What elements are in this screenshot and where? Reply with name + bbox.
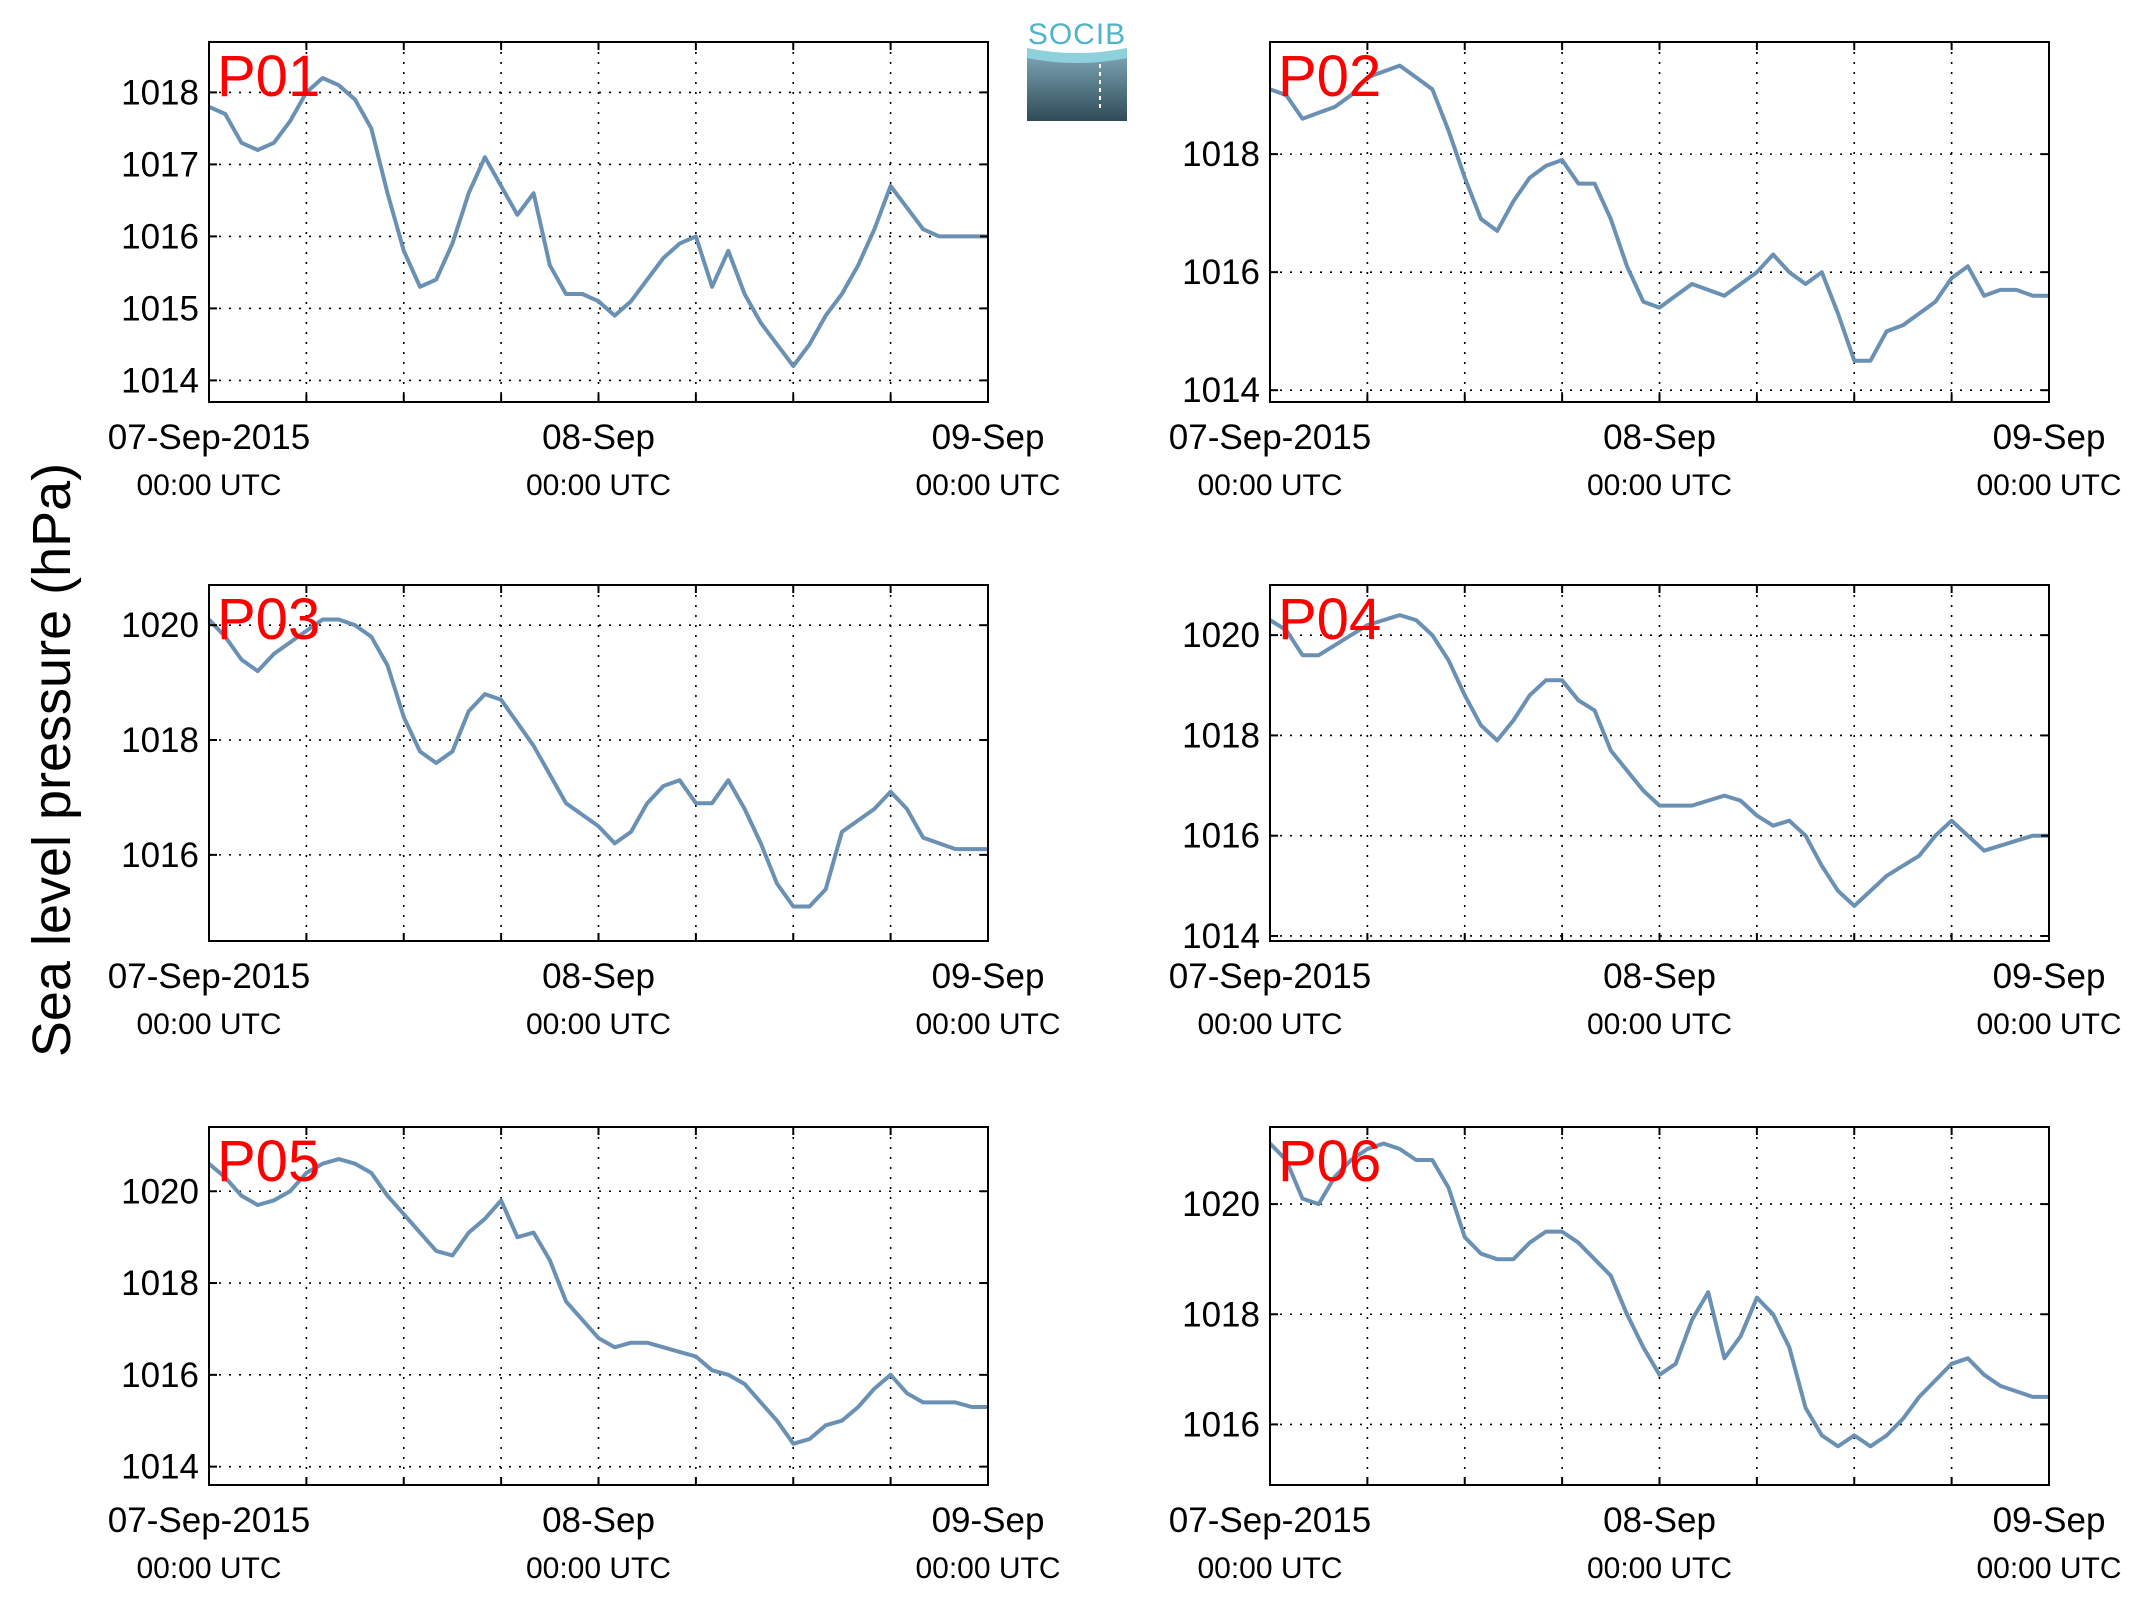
socib-logo: SOCIB — [1027, 18, 1127, 121]
y-tick-label: 1016 — [121, 217, 199, 256]
x-tick-label: 09-Sep — [1993, 1501, 2106, 1540]
series-line — [207, 617, 988, 909]
logo-wave — [1027, 48, 1127, 63]
x-tick-sublabel: 00:00 UTC — [915, 1552, 1060, 1585]
y-tick-label: 1016 — [121, 836, 199, 875]
x-tick-label: 09-Sep — [1993, 418, 2106, 457]
x-tick-label: 08-Sep — [1603, 1501, 1716, 1540]
series-line — [208, 76, 988, 368]
axes-box — [1269, 1126, 2050, 1486]
x-tick-label: 07-Sep-2015 — [108, 1501, 310, 1540]
x-tick-sublabel: 00:00 UTC — [136, 469, 281, 502]
y-tick-label: 1018 — [1182, 135, 1260, 174]
x-tick-sublabel: 00:00 UTC — [136, 1008, 281, 1041]
y-tick-label: 1016 — [1182, 1405, 1260, 1444]
x-tick-sublabel: 00:00 UTC — [1587, 1008, 1732, 1041]
x-tick-label: 08-Sep — [542, 957, 655, 996]
y-tick-label: 1014 — [121, 361, 199, 400]
y-tick-label: 1018 — [1182, 1295, 1260, 1334]
series-line — [207, 1157, 988, 1446]
x-tick-sublabel: 00:00 UTC — [526, 469, 671, 502]
y-tick-label: 1017 — [121, 145, 199, 184]
panel-label: P02 — [1278, 44, 1381, 109]
x-tick-label: 08-Sep — [1603, 418, 1716, 457]
x-tick-sublabel: 00:00 UTC — [1976, 469, 2121, 502]
y-tick-label: 1020 — [121, 1172, 199, 1211]
x-tick-sublabel: 00:00 UTC — [1976, 1008, 2121, 1041]
x-tick-label: 09-Sep — [932, 418, 1045, 457]
y-tick-label: 1014 — [121, 1448, 199, 1487]
y-tick-label: 1020 — [1182, 1185, 1260, 1224]
series-line — [1268, 1141, 2049, 1449]
y-axis-label: Sea level pressure (hPa) — [22, 463, 82, 1057]
logo-text: SOCIB — [1028, 18, 1126, 51]
x-tick-sublabel: 00:00 UTC — [1197, 469, 1342, 502]
x-tick-sublabel: 00:00 UTC — [915, 1008, 1060, 1041]
y-tick-label: 1018 — [121, 73, 199, 112]
y-tick-label: 1018 — [1182, 716, 1260, 755]
panel-p01: 1014 1015 1016 1017 1018 07-Sep-2015 00:00 UTC… — [108, 41, 1061, 502]
x-tick-label: 08-Sep — [1603, 957, 1716, 996]
panel-label: P04 — [1278, 587, 1381, 652]
x-tick-sublabel: 00:00 UTC — [1587, 469, 1732, 502]
x-tick-label: 07-Sep-2015 — [1169, 957, 1371, 996]
x-tick-sublabel: 00:00 UTC — [526, 1552, 671, 1585]
y-tick-label: 1015 — [121, 289, 199, 328]
series-line — [1268, 613, 2049, 908]
x-tick-sublabel: 00:00 UTC — [526, 1008, 671, 1041]
y-tick-label: 1016 — [121, 1356, 199, 1395]
panel-p05: 1014 1016 1018 1020 07-Sep-2015 00:00 UTC 08-S… — [108, 1126, 1061, 1585]
y-tick-label: 1014 — [1182, 917, 1260, 956]
x-tick-label: 09-Sep — [1993, 957, 2106, 996]
panel-label: P01 — [217, 44, 320, 109]
panel-p03: 1016 1018 1020 07-Sep-2015 00:00 UTC 08-Sep 00… — [108, 584, 1061, 1041]
x-tick-label: 09-Sep — [932, 1501, 1045, 1540]
panel-label: P05 — [217, 1129, 320, 1194]
panel-label: P03 — [217, 587, 320, 652]
panels: 1014 1015 1016 1017 1018 07-Sep-2015 00:00 UTC… — [108, 41, 2122, 1585]
x-tick-label: 07-Sep-2015 — [1169, 1501, 1371, 1540]
panel-p04: 1014 1016 1018 1020 07-Sep-2015 00:00 UTC 08-S… — [1169, 584, 2122, 1041]
x-tick-label: 07-Sep-2015 — [108, 957, 310, 996]
x-tick-label: 08-Sep — [542, 1501, 655, 1540]
axes-box — [1269, 584, 2050, 942]
panel-p06: 1016 1018 1020 07-Sep-2015 00:00 UTC 08-Sep 00… — [1169, 1126, 2122, 1585]
logo-block — [1027, 52, 1127, 121]
x-tick-label: 09-Sep — [932, 957, 1045, 996]
y-tick-label: 1020 — [1182, 616, 1260, 655]
y-tick-label: 1016 — [1182, 253, 1260, 292]
x-tick-label: 07-Sep-2015 — [108, 418, 310, 457]
x-tick-sublabel: 00:00 UTC — [1197, 1552, 1342, 1585]
panel-label: P06 — [1278, 1129, 1381, 1194]
x-tick-label: 07-Sep-2015 — [1169, 418, 1371, 457]
x-tick-label: 08-Sep — [542, 418, 655, 457]
series-line — [1269, 63, 2049, 363]
y-tick-label: 1018 — [121, 721, 199, 760]
x-tick-sublabel: 00:00 UTC — [915, 469, 1060, 502]
panel-p02: 1014 1016 1018 07-Sep-2015 00:00 UTC 08-Sep 00… — [1169, 41, 2122, 502]
x-tick-sublabel: 00:00 UTC — [136, 1552, 281, 1585]
y-tick-label: 1014 — [1182, 371, 1260, 410]
x-tick-sublabel: 00:00 UTC — [1976, 1552, 2121, 1585]
y-tick-label: 1018 — [121, 1264, 199, 1303]
axes-box — [208, 584, 989, 942]
y-tick-label: 1020 — [121, 606, 199, 645]
x-tick-sublabel: 00:00 UTC — [1587, 1552, 1732, 1585]
x-tick-sublabel: 00:00 UTC — [1197, 1008, 1342, 1041]
axes-box — [208, 1126, 989, 1486]
y-tick-label: 1016 — [1182, 817, 1260, 856]
